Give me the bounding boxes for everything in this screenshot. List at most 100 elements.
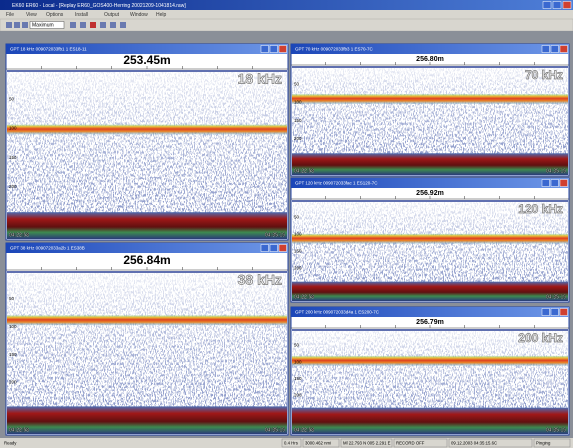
panel-button[interactable] bbox=[278, 244, 287, 252]
depth-tick-label: 100 bbox=[9, 126, 17, 131]
tool-button[interactable] bbox=[90, 22, 96, 28]
scatter-layer bbox=[292, 355, 568, 366]
panel-button[interactable] bbox=[559, 308, 568, 316]
depth-tick-label: 150 bbox=[294, 249, 302, 254]
end-time: 04:35:15 bbox=[546, 427, 566, 433]
start-time: 04:22:58 bbox=[294, 294, 314, 300]
echogram-window: GPT 38 kHz 009072033a2b 1 ES38B 256.84m 38… bbox=[5, 242, 289, 436]
surface-line bbox=[292, 66, 568, 68]
dropdown-value: Maximum bbox=[32, 23, 54, 29]
tool-button[interactable] bbox=[70, 22, 76, 28]
frequency-label: 70 kHz bbox=[525, 68, 563, 82]
panel-button[interactable] bbox=[260, 244, 269, 252]
depth-tick-label: 200 bbox=[294, 266, 302, 271]
tool-button[interactable] bbox=[22, 22, 28, 28]
status-cell bbox=[340, 438, 393, 448]
frequency-label: 120 kHz bbox=[518, 202, 563, 216]
status-text: Pinging bbox=[536, 441, 551, 446]
menu-item[interactable]: Help bbox=[156, 12, 167, 18]
echogram-window: GPT 70 kHz 009072033fb3 1 ES70-7C 256.80m… bbox=[290, 43, 570, 177]
echogram-window: GPT 200 kHz 009072033d4a 1 ES200-7C 256.7… bbox=[290, 306, 570, 436]
panel-button[interactable] bbox=[541, 308, 550, 316]
echogram-window: GPT 18 kHz 009072033fb1 1 ES18-11 253.45m… bbox=[5, 43, 289, 241]
depth-tick-label: 150 bbox=[294, 376, 302, 381]
tool-button[interactable] bbox=[14, 22, 20, 28]
panel-title-bar bbox=[291, 178, 569, 188]
depth-readout: 253.45m bbox=[123, 53, 170, 67]
menu-bar bbox=[0, 10, 573, 19]
status-text: 0.4 Hrs bbox=[284, 441, 298, 446]
depth-tick-label: 50 bbox=[9, 296, 15, 301]
depth-tick-label: 100 bbox=[294, 231, 302, 236]
surface-fade bbox=[7, 271, 287, 411]
panel-button[interactable] bbox=[550, 179, 559, 187]
depth-tick-label: 200 bbox=[294, 136, 302, 141]
panel-button[interactable] bbox=[260, 45, 269, 53]
end-time: 04:35:15 bbox=[265, 232, 285, 238]
tool-button[interactable] bbox=[100, 22, 106, 28]
end-time: 04:35:15 bbox=[546, 294, 566, 300]
depth-tick-label: 50 bbox=[294, 81, 300, 86]
status-text: RECORD OFF bbox=[396, 441, 425, 446]
start-time: 04:22:58 bbox=[9, 232, 29, 238]
panel-button[interactable] bbox=[559, 179, 568, 187]
tool-button[interactable] bbox=[110, 22, 116, 28]
panel-title: GPT 120 kHz 009072033fac 1 ES120-7C bbox=[295, 181, 378, 186]
window-button[interactable] bbox=[562, 1, 572, 9]
depth-tick-label: 50 bbox=[9, 96, 15, 101]
depth-tick-label: 100 bbox=[294, 359, 302, 364]
surface-line bbox=[7, 271, 287, 273]
window-button[interactable] bbox=[542, 1, 552, 9]
status-cell bbox=[393, 438, 448, 448]
depth-tick-label: 200 bbox=[9, 380, 17, 385]
menu-item[interactable]: Install bbox=[75, 12, 88, 18]
panel-button[interactable] bbox=[550, 45, 559, 53]
panel-button[interactable] bbox=[278, 45, 287, 53]
status-cell bbox=[533, 438, 571, 448]
scatter-layer bbox=[292, 233, 568, 244]
panel-button[interactable] bbox=[269, 45, 278, 53]
window-button[interactable] bbox=[552, 1, 562, 9]
depth-readout: 256.80m bbox=[416, 56, 444, 63]
dropdown[interactable] bbox=[29, 21, 65, 29]
depth-readout: 256.79m bbox=[416, 319, 444, 326]
menu-item[interactable]: Output bbox=[104, 12, 120, 18]
depth-tick-label: 50 bbox=[294, 343, 300, 348]
status-text: 3000.462 nmi bbox=[305, 441, 331, 446]
end-time: 04:35:15 bbox=[265, 427, 285, 433]
panel-button[interactable] bbox=[541, 45, 550, 53]
depth-tick-label: 150 bbox=[9, 352, 17, 357]
status-text: Ml 22.793 N 005 2.291 E bbox=[343, 441, 391, 446]
frequency-label: 18 kHz bbox=[238, 71, 282, 87]
tool-button[interactable] bbox=[80, 22, 86, 28]
panel-button[interactable] bbox=[559, 45, 568, 53]
start-time: 04:22:58 bbox=[294, 427, 314, 433]
status-text: 09.12.2003 04:35:15.6C bbox=[451, 441, 497, 446]
scatter-layer bbox=[292, 94, 568, 104]
menu-item[interactable]: File bbox=[6, 12, 14, 18]
depth-readout: 256.92m bbox=[416, 190, 444, 197]
status-text: Ready bbox=[4, 441, 17, 446]
surface-fade bbox=[7, 70, 287, 217]
frequency-label: 200 kHz bbox=[518, 331, 563, 345]
panel-button[interactable] bbox=[550, 308, 559, 316]
echogram-window: GPT 120 kHz 009072033fac 1 ES120-7C 256.9… bbox=[290, 177, 570, 303]
tool-button[interactable] bbox=[6, 22, 12, 28]
start-time: 04:22:58 bbox=[294, 168, 314, 174]
seabed bbox=[292, 281, 568, 301]
depth-tick-label: 100 bbox=[9, 324, 17, 329]
scatter-layer bbox=[7, 315, 287, 326]
menu-item[interactable]: Window bbox=[130, 12, 148, 18]
menu-item[interactable]: Options bbox=[46, 12, 64, 18]
panel-title-bar bbox=[6, 44, 288, 54]
depth-tick-label: 200 bbox=[9, 184, 17, 189]
panel-title: GPT 38 kHz 009072033a2b 1 ES38B bbox=[10, 246, 85, 251]
start-time: 04:22:58 bbox=[9, 427, 29, 433]
seabed bbox=[7, 406, 287, 434]
seabed bbox=[292, 153, 568, 175]
menu-item[interactable]: View bbox=[26, 12, 37, 18]
tool-button[interactable] bbox=[120, 22, 126, 28]
panel-title: GPT 18 kHz 009072033fb1 1 ES18-11 bbox=[10, 47, 87, 52]
panel-button[interactable] bbox=[269, 244, 278, 252]
panel-button[interactable] bbox=[541, 179, 550, 187]
